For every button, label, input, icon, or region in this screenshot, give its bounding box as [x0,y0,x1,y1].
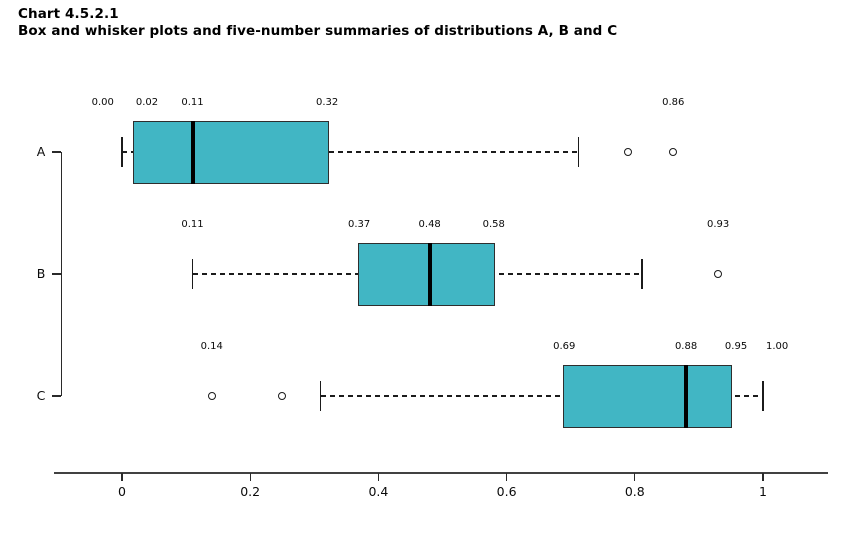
value-label: 0.58 [482,219,505,230]
y-axis-line [61,152,63,396]
x-axis-line [54,472,828,474]
value-label: 0.86 [662,97,685,108]
whisker-cap [762,381,764,411]
x-axis-tick-label: 0.4 [368,484,389,499]
y-axis-tick [52,395,61,397]
category-label: B [36,266,46,281]
x-axis-tick [634,473,636,481]
category-label: C [36,388,46,403]
whisker-line [122,151,579,153]
x-axis-tick [506,473,508,481]
x-axis-tick-label: 1 [759,484,767,499]
value-label: 0.02 [135,97,159,108]
value-label: 0.95 [724,341,748,352]
median-line [684,364,689,428]
whisker-line [320,395,763,397]
outlier-point [624,148,633,156]
x-axis-tick-label: 0.8 [624,484,645,499]
outlier-point [207,392,216,400]
x-axis-tick-label: 0 [118,484,126,499]
boxplot-box [133,120,329,184]
value-label: 0.88 [674,341,698,352]
x-axis-tick [762,473,764,481]
outlier-point [714,270,723,278]
x-axis-tick [377,473,380,481]
value-label: 0.11 [181,219,204,230]
value-label: 0.14 [200,341,223,352]
whisker-cap [191,259,194,289]
whisker-cap [121,137,123,167]
whisker-cap [577,137,580,167]
outlier-point [669,148,678,156]
whisker-cap [319,381,322,411]
y-axis-tick [52,151,61,153]
y-axis-tick [52,273,61,275]
value-label: 0.37 [348,219,371,230]
value-label: 0.32 [315,97,339,108]
value-label: 0.48 [418,219,441,230]
whisker-cap [641,259,643,289]
x-axis-tick-label: 0.6 [496,484,517,499]
category-label: A [36,144,46,159]
median-line [190,120,195,184]
chart-title: Box and whisker plots and five-number su… [18,23,618,39]
x-axis-tick-label: 0.2 [240,484,261,499]
value-label: 0.11 [181,97,204,108]
value-label: 0.93 [706,219,730,230]
value-label: 1.00 [765,341,789,352]
x-axis-tick [249,473,251,481]
value-label: 0.00 [91,97,114,108]
boxplot-box [357,242,496,306]
outlier-point [277,392,286,400]
boxplot-box [562,364,733,428]
median-line [427,242,432,306]
value-label: 0.69 [553,341,576,352]
chart-number: Chart 4.5.2.1 [18,6,119,22]
x-axis-tick [121,473,123,481]
